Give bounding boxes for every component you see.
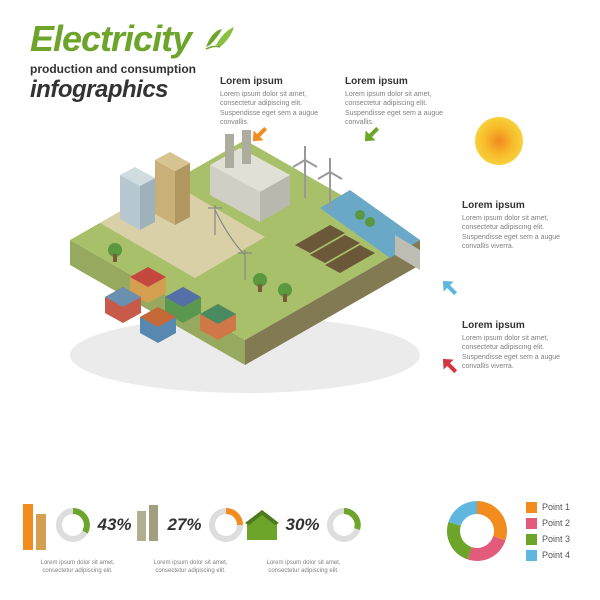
ring-chart-icon	[326, 507, 362, 543]
legend-label: Point 2	[542, 518, 570, 528]
legend-swatch	[526, 550, 537, 561]
donut-chart	[442, 496, 512, 566]
callout-heading: Lorem ipsum	[220, 76, 335, 87]
title-sub: production and consumption	[30, 62, 238, 76]
title-block: Electricity production and consumption i…	[30, 18, 238, 104]
bars-small-icon	[137, 505, 161, 545]
legend: Point 1 Point 2 Point 3 Point 4	[526, 502, 570, 561]
stat-pct: 30%	[285, 515, 319, 535]
legend-swatch	[526, 502, 537, 513]
callout-heading: Lorem ipsum	[462, 200, 577, 211]
stat-pct: 43%	[97, 515, 131, 535]
stats-row: 43% Lorem ipsum dolor sit amet, consecte…	[30, 496, 570, 576]
legend-item: Point 4	[526, 550, 570, 561]
arrow-icon	[438, 354, 462, 383]
legend-item: Point 2	[526, 518, 570, 529]
pie-chart-block: Point 1 Point 2 Point 3 Point 4	[442, 496, 570, 566]
house-icon	[245, 508, 279, 542]
callout-c2: Lorem ipsumLorem ipsum dolor sit amet, c…	[345, 76, 460, 128]
arrow-icon	[360, 122, 384, 151]
pie-segment	[447, 522, 472, 560]
isometric-landscape	[60, 130, 410, 390]
stat-pct: 27%	[167, 515, 201, 535]
legend-label: Point 3	[542, 534, 570, 544]
callout-c4: Lorem ipsum Lorem ipsum dolor sit amet, c…	[462, 320, 577, 372]
sun-icon	[473, 115, 525, 172]
stat-2: 27% Lorem ipsum dolor sit amet, consecte…	[143, 496, 238, 576]
callout-heading: Lorem ipsum	[462, 320, 577, 331]
callout-c3: Lorem ipsum Lorem ipsum dolor sit amet, c…	[462, 200, 577, 252]
pie-segment	[448, 501, 477, 526]
bars-tall-icon	[23, 500, 49, 550]
stat-3: 30% Lorem ipsum dolor sit amet, consecte…	[256, 496, 351, 576]
stat-text: Lorem ipsum dolor sit amet, consectetur …	[143, 560, 238, 576]
title-main: Electricity	[30, 18, 238, 60]
stat-text: Lorem ipsum dolor sit amet, consectetur …	[256, 560, 351, 576]
legend-item: Point 1	[526, 502, 570, 513]
callout-body: Lorem ipsum dolor sit amet, consectetur …	[462, 214, 577, 252]
arrow-icon	[438, 276, 462, 305]
stat-1: 43% Lorem ipsum dolor sit amet, consecte…	[30, 496, 125, 576]
callout-c1: Lorem ipsum Lorem ipsum dolor sit amet, c…	[220, 76, 335, 128]
stat-text: Lorem ipsum dolor sit amet, consectetur …	[30, 560, 125, 576]
legend-label: Point 1	[542, 502, 570, 512]
pie-segment	[468, 537, 506, 562]
pie-segment	[477, 501, 507, 540]
legend-item: Point 3	[526, 534, 570, 545]
title-info: infographics	[30, 76, 238, 104]
ring-chart-icon	[208, 507, 244, 543]
leaf-icon	[204, 18, 238, 60]
callout-heading: Lorem ipsum	[345, 76, 460, 87]
ring-chart-icon	[55, 507, 91, 543]
callout-body: Lorem ipsum dolor sit amet, consectetur …	[220, 90, 335, 128]
legend-label: Point 4	[542, 550, 570, 560]
arrow-icon	[248, 122, 272, 151]
callout-body: Lorem ipsum dolor sit amet, consectetur …	[462, 334, 577, 372]
legend-swatch	[526, 518, 537, 529]
legend-swatch	[526, 534, 537, 545]
